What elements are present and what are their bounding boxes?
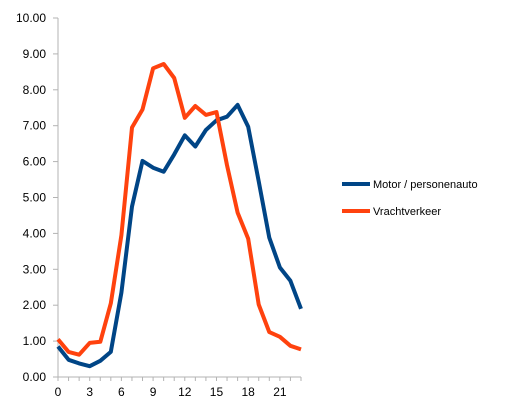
x-tick-label: 6: [118, 385, 125, 399]
legend-label: Vrachtverkeer: [373, 206, 441, 218]
x-tick-label: 3: [86, 385, 93, 399]
series-line-0: [56, 102, 303, 369]
y-tick-label: 7.00: [23, 119, 47, 133]
y-axis-ticks: 0.00 1.00 2.00 3.00 4.00 5.00 6.00 7.00 8.00 9.00…: [16, 11, 58, 384]
x-tick-label: 21: [273, 385, 287, 399]
y-tick-label: 5.00: [23, 191, 47, 205]
y-tick-label: 4.00: [23, 226, 47, 240]
series-line-1: [56, 62, 302, 357]
y-tick-label: 2.00: [23, 298, 47, 312]
x-tick-label: 9: [150, 385, 157, 399]
y-tick-label: 0.00: [23, 370, 47, 384]
y-tick-label: 6.00: [23, 155, 47, 169]
x-tick-label: 15: [210, 385, 224, 399]
y-tick-label: 1.00: [23, 334, 47, 348]
x-tick-label: 12: [178, 385, 192, 399]
y-tick-label: 10.00: [16, 11, 46, 25]
legend-label: Motor / personenauto: [373, 179, 478, 191]
y-tick-label: 3.00: [23, 262, 47, 276]
y-tick-label: 9.00: [23, 47, 47, 61]
series-lines: [56, 62, 303, 369]
legend: Motor / personenauto Vrachtverkeer: [342, 179, 478, 218]
x-tick-label: 18: [241, 385, 255, 399]
x-axis-ticks: 0 3 6 9 12 15 18 21: [55, 377, 302, 399]
x-tick-label: 0: [55, 385, 62, 399]
y-tick-label: 8.00: [23, 83, 47, 97]
